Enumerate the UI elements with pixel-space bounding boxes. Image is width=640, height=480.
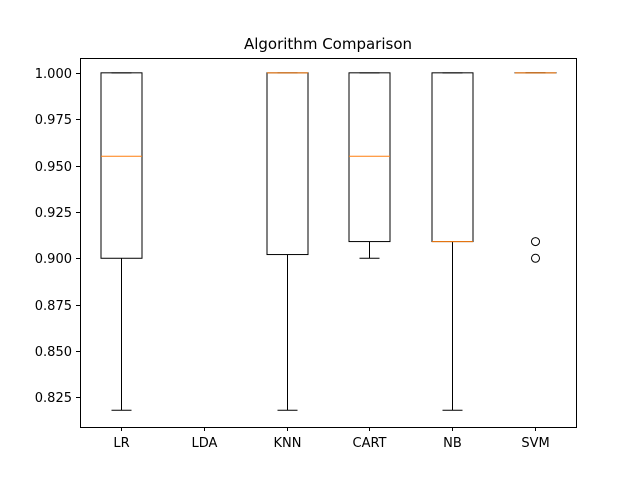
y-axis: 0.825 0.850 0.875 0.900 0.925 0.950 0.975 1.000: [35, 67, 80, 406]
box-cart: [348, 72, 391, 259]
box-body: [348, 72, 391, 243]
y-tick-label: 0.950: [35, 160, 72, 175]
x-tick-label: LR: [113, 436, 129, 451]
y-tick-label: 0.900: [35, 252, 72, 267]
outlier-point: [531, 237, 540, 247]
box-body: [100, 72, 143, 259]
boxes-group: [100, 72, 557, 411]
y-tick-label: 0.925: [35, 206, 72, 221]
y-tick-label: 0.825: [35, 391, 72, 406]
x-tick-label: CART: [353, 436, 387, 451]
x-tick-label: LDA: [192, 436, 218, 451]
x-axis: LR LDA KNN CART NB SVM: [113, 427, 550, 451]
box-nb: [431, 72, 474, 411]
y-tick-label: 0.975: [35, 113, 72, 128]
box-body: [431, 72, 474, 243]
x-tick-label: SVM: [521, 436, 549, 451]
box-body: [266, 72, 309, 256]
x-tick-label: KNN: [274, 436, 302, 451]
box-knn: [266, 72, 309, 411]
box-svm: [514, 72, 557, 263]
x-tick-label: NB: [443, 436, 462, 451]
box-lr: [100, 72, 143, 411]
y-tick-label: 0.875: [35, 299, 72, 314]
y-tick-label: 1.000: [35, 67, 72, 82]
chart-title: Algorithm Comparison: [244, 35, 412, 53]
y-tick-label: 0.850: [35, 345, 72, 360]
outlier-point: [531, 253, 540, 263]
plot-area-frame: [80, 58, 577, 428]
